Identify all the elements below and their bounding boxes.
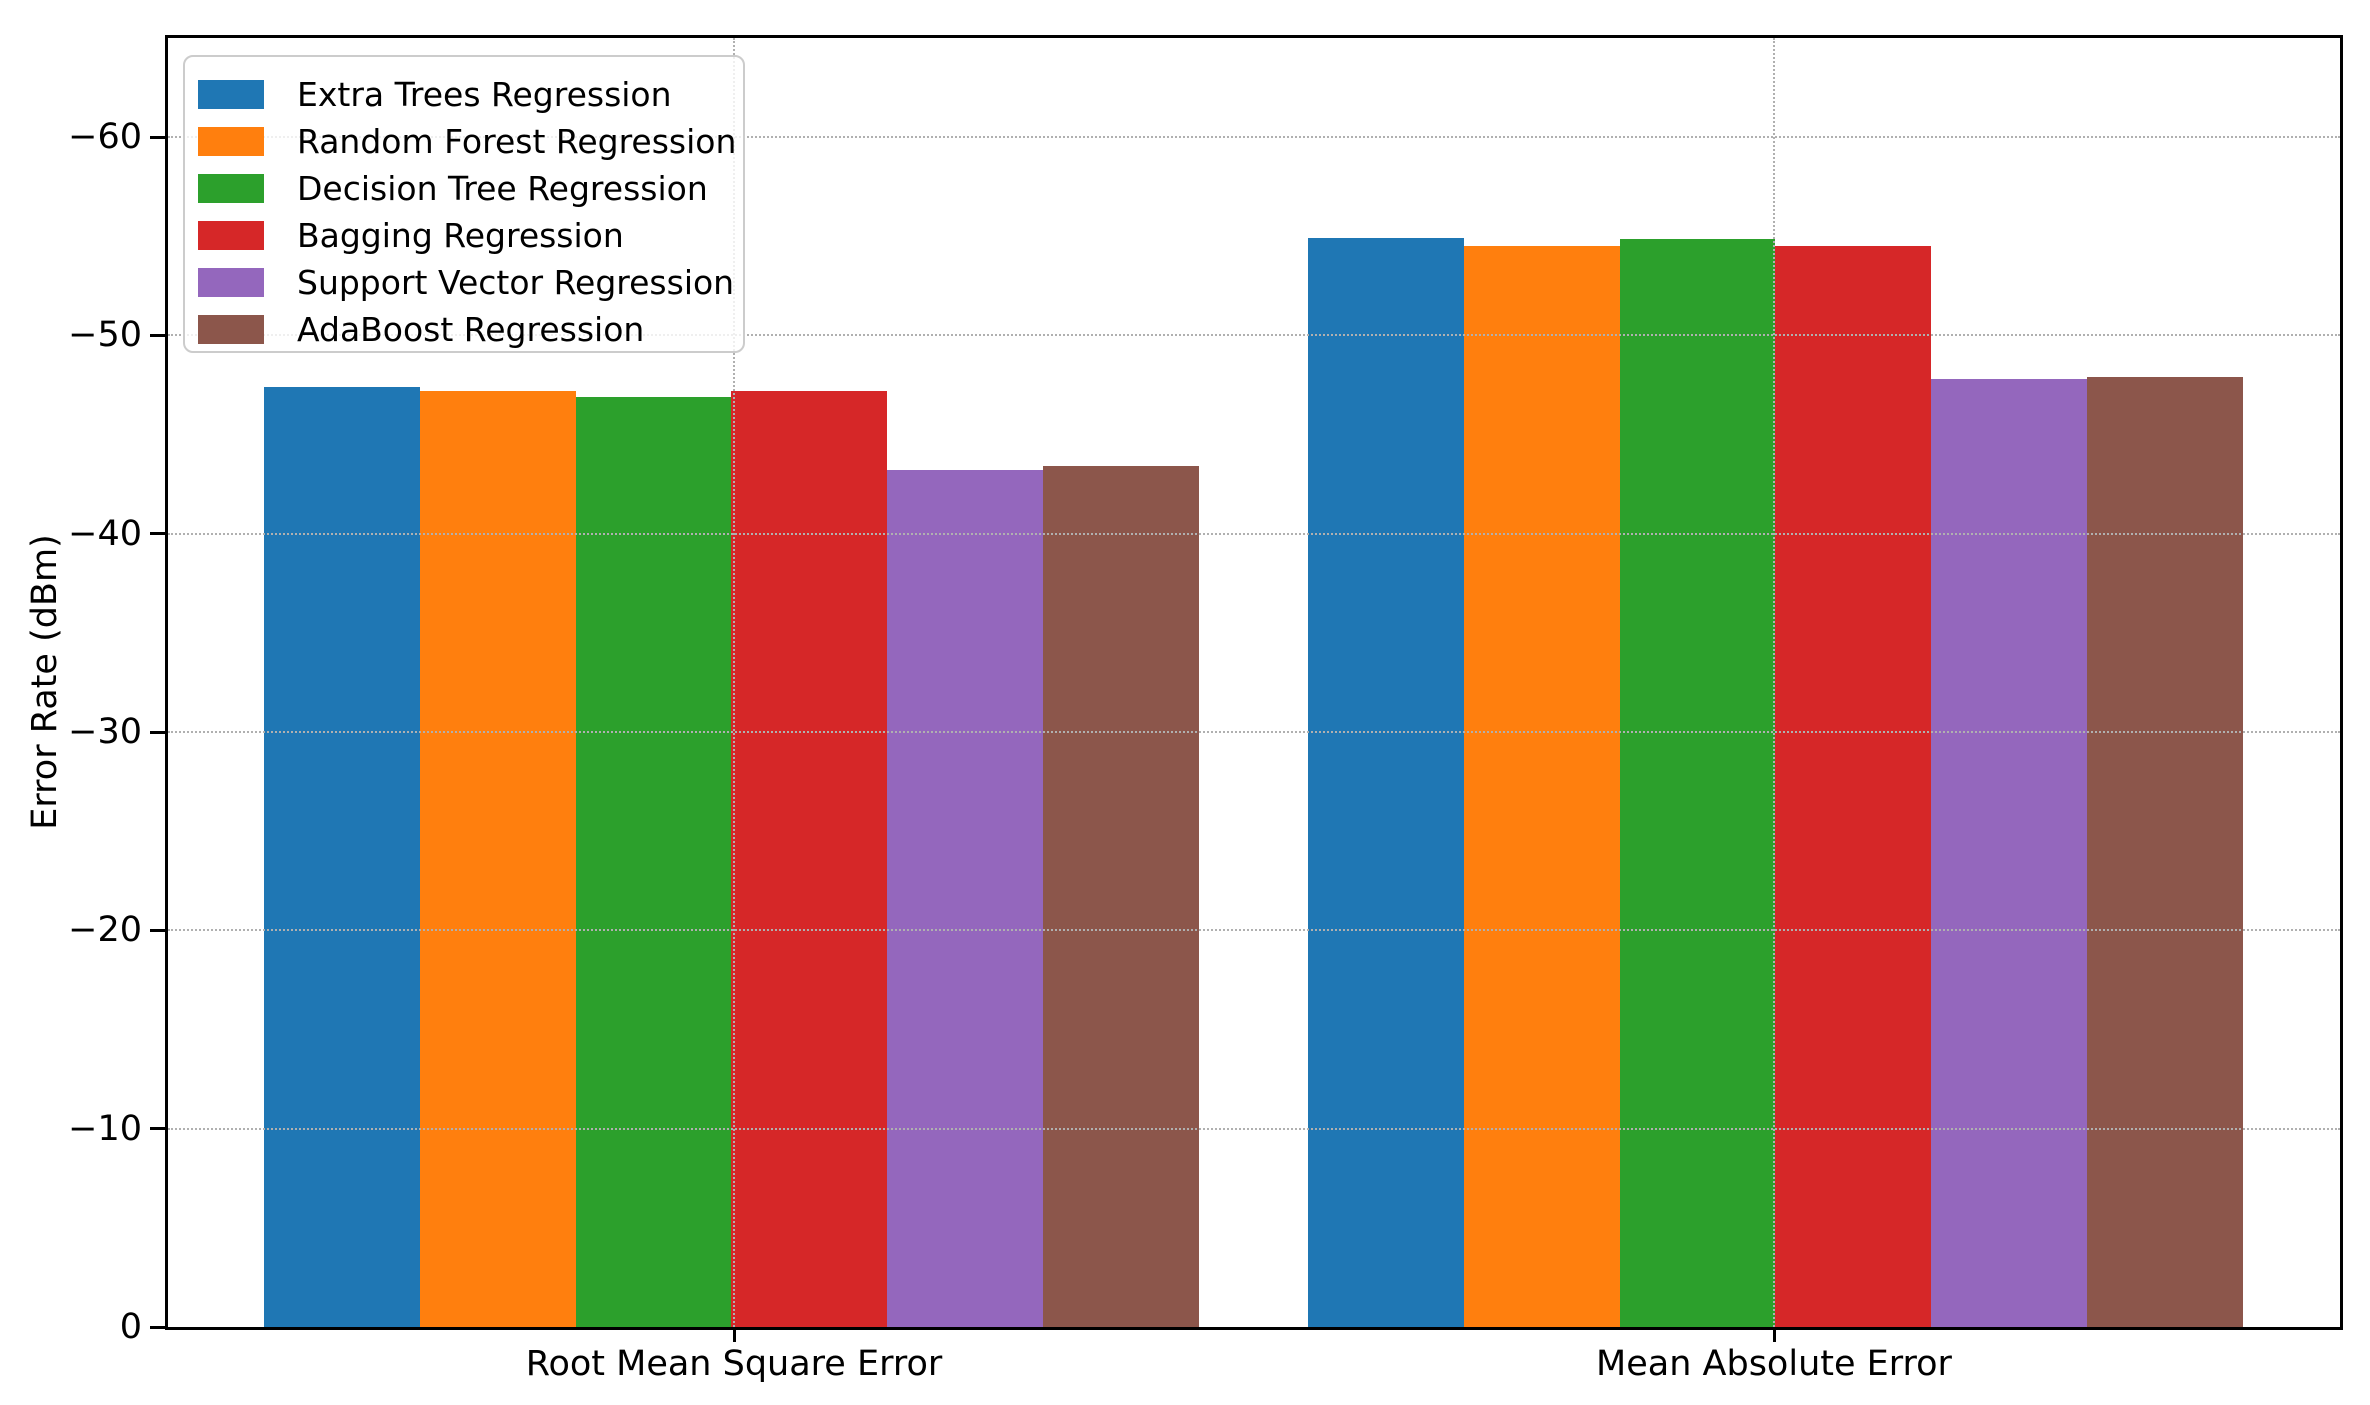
bar-bagging-regression-cat0	[731, 391, 888, 1327]
y-tick-label: 0	[119, 1307, 142, 1347]
y-axis-label: Error Rate (dBm)	[25, 534, 65, 830]
legend-swatch	[198, 80, 264, 109]
legend-label: Support Vector Regression	[297, 263, 735, 302]
legend-swatch	[198, 174, 264, 203]
x-tick-label: Root Mean Square Error	[525, 1344, 943, 1384]
bar-random-forest-regression-cat0	[419, 391, 576, 1327]
y-tick	[150, 333, 165, 337]
legend: Extra Trees Regression Random Forest Regr…	[183, 55, 745, 353]
y-tick-label: −20	[68, 910, 142, 951]
y-tick-label: −40	[68, 513, 142, 554]
bar-random-forest-regression-cat1	[1463, 246, 1620, 1327]
y-tick	[150, 135, 165, 139]
bars-layer	[168, 38, 2340, 1327]
legend-swatch	[198, 221, 264, 250]
y-tick	[150, 532, 165, 536]
bar-extra-trees-regression-cat0	[264, 387, 420, 1327]
bar-support-vector-regression-cat1	[1931, 379, 2087, 1327]
bar-decision-tree-regression-cat0	[575, 396, 732, 1327]
y-tick	[150, 730, 165, 734]
legend-label: Decision Tree Regression	[297, 169, 708, 208]
y-tick-label: −10	[68, 1108, 142, 1149]
legend-item: Support Vector Regression	[198, 259, 743, 306]
y-tick	[150, 928, 165, 932]
y-tick-label: −60	[68, 117, 142, 158]
bar-bagging-regression-cat1	[1775, 246, 1932, 1327]
y-tick	[150, 1127, 165, 1131]
y-tick	[150, 1325, 165, 1329]
y-tick-label: −30	[68, 712, 142, 753]
legend-label: AdaBoost Regression	[297, 310, 645, 349]
legend-item: Random Forest Regression	[198, 118, 743, 165]
x-tick-label: Mean Absolute Error	[1596, 1344, 1952, 1384]
legend-item: AdaBoost Regression	[198, 306, 743, 353]
legend-label: Extra Trees Regression	[297, 75, 672, 114]
legend-label: Bagging Regression	[297, 216, 624, 255]
legend-swatch	[198, 315, 264, 344]
bar-adaboost-regression-cat1	[2087, 377, 2243, 1327]
legend-item: Extra Trees Regression	[198, 71, 743, 118]
legend-item: Bagging Regression	[198, 212, 743, 259]
bar-adaboost-regression-cat0	[1043, 466, 1199, 1327]
legend-swatch	[198, 127, 264, 156]
x-tick	[1772, 1330, 1776, 1342]
bar-decision-tree-regression-cat1	[1619, 239, 1776, 1327]
bar-support-vector-regression-cat0	[887, 470, 1043, 1327]
bar-extra-trees-regression-cat1	[1308, 238, 1464, 1327]
legend-item: Decision Tree Regression	[198, 165, 743, 212]
plot-area: Extra Trees Regression Random Forest Regr…	[165, 35, 2343, 1330]
legend-swatch	[198, 268, 264, 297]
x-tick	[732, 1330, 736, 1342]
legend-label: Random Forest Regression	[297, 122, 737, 161]
y-tick-label: −50	[68, 315, 142, 356]
